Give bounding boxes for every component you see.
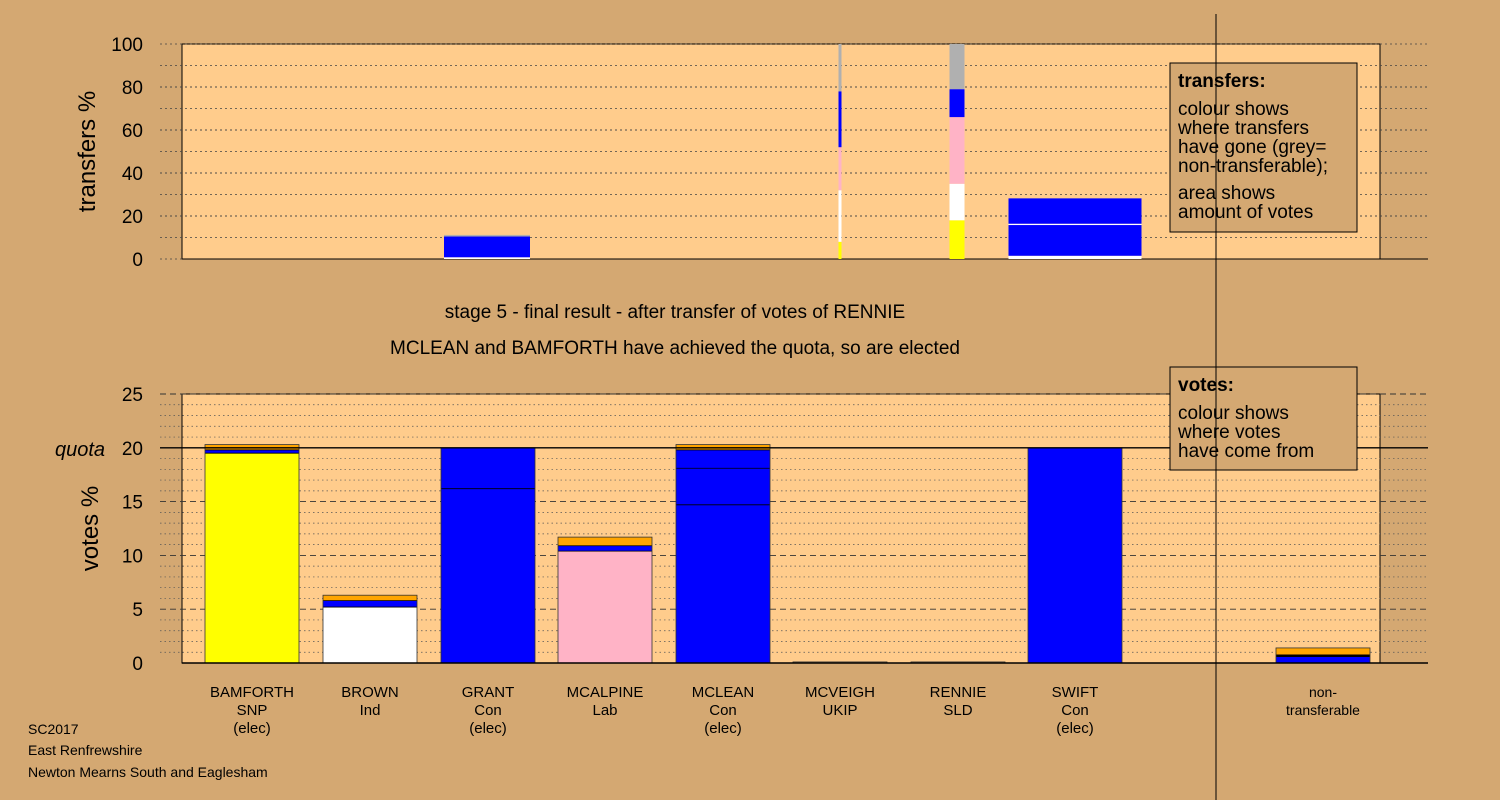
category-label: SLD [943, 702, 972, 719]
transfers-legend-line: where transfers [1177, 118, 1309, 139]
chart-subtitle: MCLEAN and BAMFORTH have achieved the qu… [390, 338, 960, 359]
footer-council: East Renfrewshire [28, 742, 143, 758]
category-label: BAMFORTH [210, 684, 294, 701]
votes-legend-line: colour shows [1178, 403, 1289, 424]
transfer-segment-grant [444, 234, 530, 237]
transfers-legend-line: have gone (grey= [1178, 137, 1326, 158]
category-label: SWIFT [1052, 684, 1099, 701]
category-label: MCLEAN [692, 684, 755, 701]
quota-label: quota [55, 439, 105, 461]
category-label: MCALPINE [567, 684, 644, 701]
transfers-y-tick-label: 80 [122, 78, 143, 99]
transfer-segment-mclean [838, 241, 842, 259]
category-label: non- [1309, 684, 1337, 700]
vote-segment [558, 537, 652, 546]
transfers-y-axis-label: transfers % [74, 91, 101, 212]
footer-ward: Newton Mearns South and Eaglesham [28, 764, 268, 780]
vote-segment [1028, 447, 1122, 663]
vote-segment [323, 595, 417, 601]
footer-election: SC2017 [28, 721, 79, 737]
transfer-segment-mclean [838, 44, 842, 92]
category-label: (elec) [469, 720, 507, 737]
transfers-legend-line: non-transferable); [1178, 156, 1328, 177]
transfer-segment-rennie [949, 117, 965, 184]
votes-y-tick-label: 0 [132, 654, 143, 675]
votes-y-tick-label: 25 [122, 385, 143, 406]
transfers-legend-title: transfers: [1178, 71, 1266, 92]
category-label: Con [1061, 702, 1089, 719]
transfer-segment-mclean [838, 190, 842, 242]
transfer-segment-swift [1008, 255, 1142, 259]
vote-segment [205, 453, 299, 663]
transfers-legend-line: colour shows [1178, 99, 1289, 120]
category-label: RENNIE [930, 684, 987, 701]
votes-y-axis-label: votes % [77, 486, 104, 571]
category-label: Lab [592, 702, 617, 719]
transfer-segment-swift [1008, 198, 1142, 224]
votes-y-tick-label: 20 [122, 439, 143, 460]
vote-segment [676, 504, 770, 663]
category-label: Ind [360, 702, 381, 719]
vote-segment [441, 447, 535, 489]
transfers-y-tick-label: 100 [111, 35, 143, 56]
votes-legend-line: where votes [1177, 422, 1280, 443]
vote-segment [441, 488, 535, 663]
votes-y-tick-label: 5 [132, 600, 143, 621]
transfers-legend-line: amount of votes [1178, 202, 1313, 223]
transfers-legend [1169, 62, 1358, 233]
vote-segment [558, 551, 652, 663]
votes-legend [1169, 366, 1358, 471]
vote-segment [323, 607, 417, 663]
transfers-chart: 0 20 40 60 80 100 transfers % transfers: colour … [74, 35, 1428, 271]
chart-title: stage 5 - final result - after transfer … [445, 302, 905, 323]
transfer-segment-rennie [949, 44, 965, 90]
transfer-segment-mclean [838, 147, 842, 191]
votes-legend-title: votes: [1178, 375, 1234, 396]
category-label: Con [709, 702, 737, 719]
category-label: BROWN [341, 684, 399, 701]
transfer-segment-swift [1008, 225, 1142, 256]
transfers-y-tick-label: 20 [122, 207, 143, 228]
category-label: (elec) [1056, 720, 1094, 737]
vote-segment [205, 449, 299, 454]
vote-segment [1276, 656, 1370, 663]
transfers-y-tick-label: 60 [122, 121, 143, 142]
transfer-segment-rennie [949, 183, 965, 221]
category-label: transferable [1286, 702, 1360, 718]
transfer-segment-grant [444, 236, 530, 258]
vote-segment [1276, 647, 1370, 655]
transfers-legend-line: area shows [1178, 183, 1275, 204]
transfers-y-tick-label: 40 [122, 164, 143, 185]
category-label: UKIP [822, 702, 857, 719]
category-label: GRANT [462, 684, 515, 701]
category-label: MCVEIGH [805, 684, 875, 701]
votes-legend-line: have come from [1178, 441, 1314, 462]
transfer-segment-rennie [949, 220, 965, 259]
vote-segment [676, 449, 770, 469]
vote-segment [676, 468, 770, 505]
vote-segment [1276, 654, 1370, 657]
category-label: Con [474, 702, 502, 719]
transfer-segment-grant [444, 257, 530, 259]
transfer-segment-swift [1008, 223, 1142, 226]
category-label: (elec) [233, 720, 271, 737]
votes-y-tick-label: 15 [122, 493, 143, 514]
vote-segment [558, 545, 652, 552]
transfers-y-tick-label: 0 [132, 250, 143, 271]
transfer-segment-rennie [949, 89, 965, 118]
transfer-segment-mclean [838, 91, 842, 148]
votes-y-tick-label: 10 [122, 546, 143, 567]
vote-segment [323, 600, 417, 608]
category-label: (elec) [704, 720, 742, 737]
category-label: SNP [237, 702, 268, 719]
